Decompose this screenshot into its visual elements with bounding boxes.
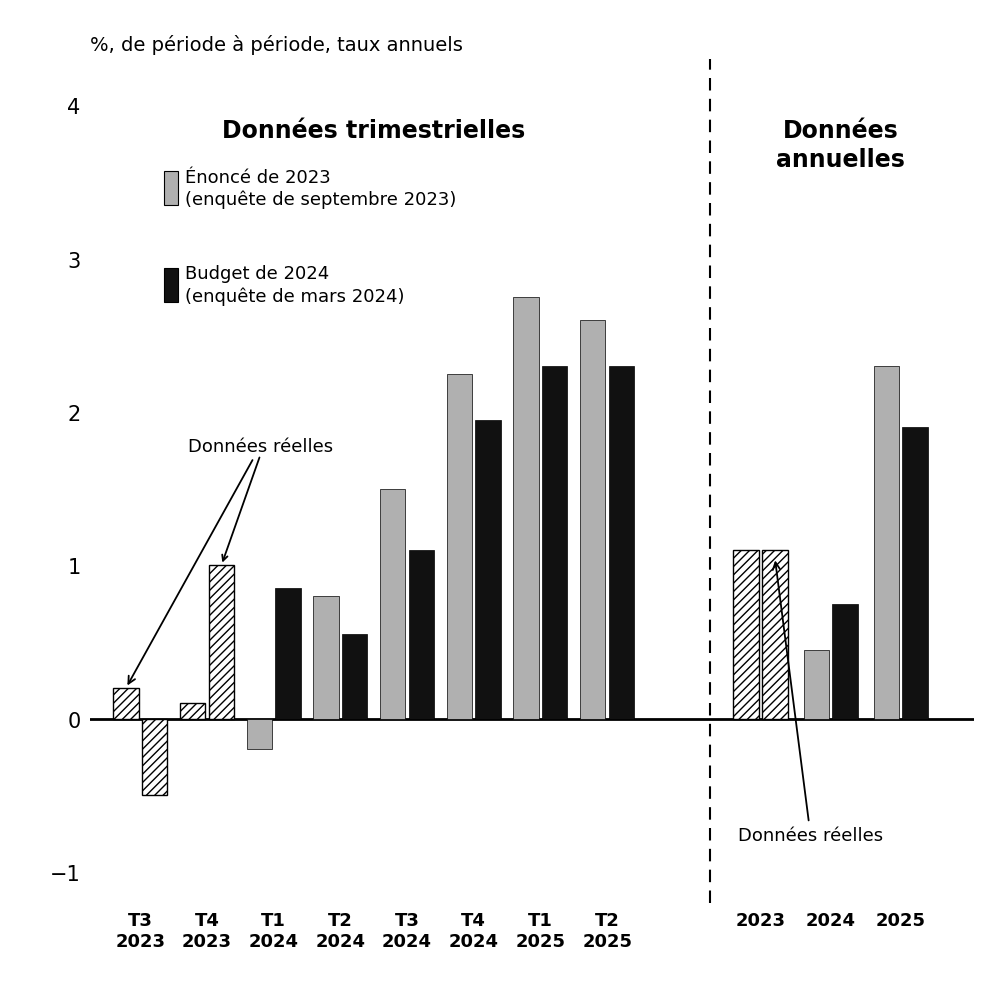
Text: Données réelles: Données réelles bbox=[128, 437, 333, 684]
Bar bbox=[831, 604, 857, 719]
Bar bbox=[475, 420, 500, 719]
Bar bbox=[733, 551, 758, 719]
Text: Énoncé de 2023
(enquête de septembre 2023): Énoncé de 2023 (enquête de septembre 202… bbox=[185, 169, 456, 210]
Bar bbox=[209, 566, 234, 719]
Bar bbox=[902, 428, 927, 719]
Bar bbox=[141, 719, 168, 795]
Text: %, de période à période, taux annuels: %, de période à période, taux annuels bbox=[90, 35, 462, 55]
Bar bbox=[608, 366, 634, 719]
Bar bbox=[446, 374, 471, 719]
Text: Données réelles: Données réelles bbox=[737, 563, 883, 845]
Bar bbox=[802, 650, 828, 719]
Text: Données
annuelles: Données annuelles bbox=[775, 118, 904, 173]
Bar bbox=[275, 589, 301, 719]
Bar bbox=[163, 269, 179, 302]
Bar bbox=[313, 597, 338, 719]
Text: Budget de 2024
(enquête de mars 2024): Budget de 2024 (enquête de mars 2024) bbox=[185, 265, 404, 306]
Bar bbox=[163, 172, 179, 206]
Bar bbox=[247, 719, 272, 749]
Text: Données trimestrielles: Données trimestrielles bbox=[222, 118, 525, 142]
Bar bbox=[342, 635, 367, 719]
Bar bbox=[580, 321, 605, 719]
Bar bbox=[113, 688, 138, 719]
Bar bbox=[408, 551, 433, 719]
Bar bbox=[180, 703, 206, 719]
Bar bbox=[380, 489, 405, 719]
Bar bbox=[542, 366, 567, 719]
Bar bbox=[761, 551, 786, 719]
Bar bbox=[873, 366, 898, 719]
Bar bbox=[513, 298, 539, 719]
